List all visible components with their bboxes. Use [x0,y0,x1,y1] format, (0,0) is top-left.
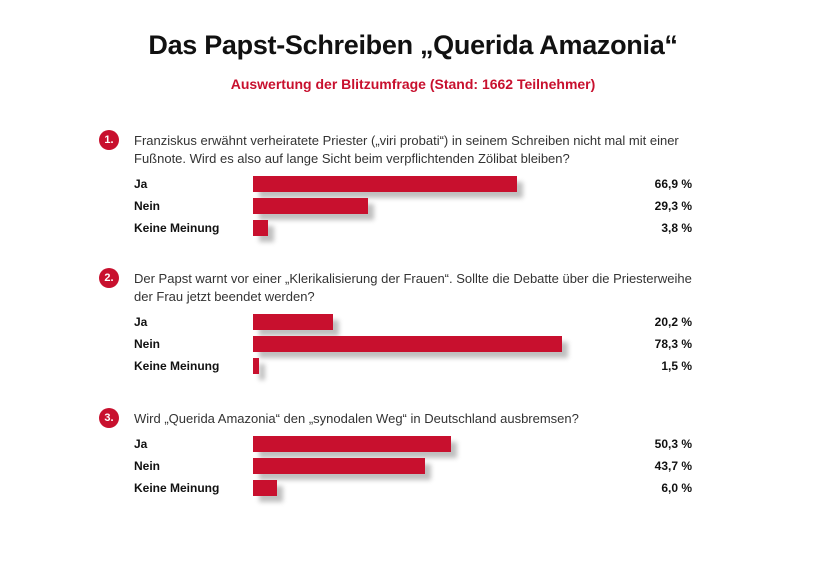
bar-row: Ja 20,2 % [0,312,826,334]
question-text: Wird „Querida Amazonia“ den „synodalen W… [134,411,579,426]
value-label: 78,3 % [654,337,692,351]
category-label: Nein [134,199,161,213]
bar-keine-meinung [253,358,259,374]
category-label: Keine Meinung [134,359,220,373]
value-label: 66,9 % [654,177,692,191]
question-number-badge: 1. [99,130,119,150]
category-label: Ja [134,177,148,191]
bar-row: Ja 50,3 % [0,434,826,456]
value-label: 3,8 % [661,221,692,235]
category-label: Keine Meinung [134,481,220,495]
category-label: Nein [134,459,161,473]
bar-nein [253,458,426,474]
bar-ja [253,176,517,192]
value-label: 20,2 % [654,315,692,329]
bar-ja [253,314,333,330]
bar-keine-meinung [253,480,277,496]
bar-row: Nein 43,7 % [0,456,826,478]
bar-nein [253,336,562,352]
bar-row: Keine Meinung 1,5 % [0,356,826,378]
category-label: Ja [134,437,148,451]
page-subtitle: Auswertung der Blitzumfrage (Stand: 1662… [230,76,596,92]
bar-row: Nein 29,3 % [0,196,826,218]
bar-keine-meinung [253,220,268,236]
bar-nein [253,198,369,214]
category-label: Keine Meinung [134,221,220,235]
bar-row: Keine Meinung 6,0 % [0,478,826,500]
value-label: 6,0 % [661,481,692,495]
question-text: Der Papst warnt vor einer „Klerikalisier… [134,271,692,304]
bar-row: Ja 66,9 % [0,174,826,196]
category-label: Ja [134,315,148,329]
value-label: 29,3 % [654,199,692,213]
bar-row: Keine Meinung 3,8 % [0,218,826,240]
bar-ja [253,436,452,452]
value-label: 43,7 % [654,459,692,473]
question-text: Franziskus erwähnt verheiratete Priester… [134,133,679,166]
bar-row: Nein 78,3 % [0,334,826,356]
page-title: Das Papst-Schreiben „Querida Amazonia“ [148,30,678,60]
question-number-badge: 3. [99,408,119,428]
category-label: Nein [134,337,161,351]
question-number-badge: 2. [99,268,119,288]
value-label: 1,5 % [661,359,692,373]
value-label: 50,3 % [654,437,692,451]
